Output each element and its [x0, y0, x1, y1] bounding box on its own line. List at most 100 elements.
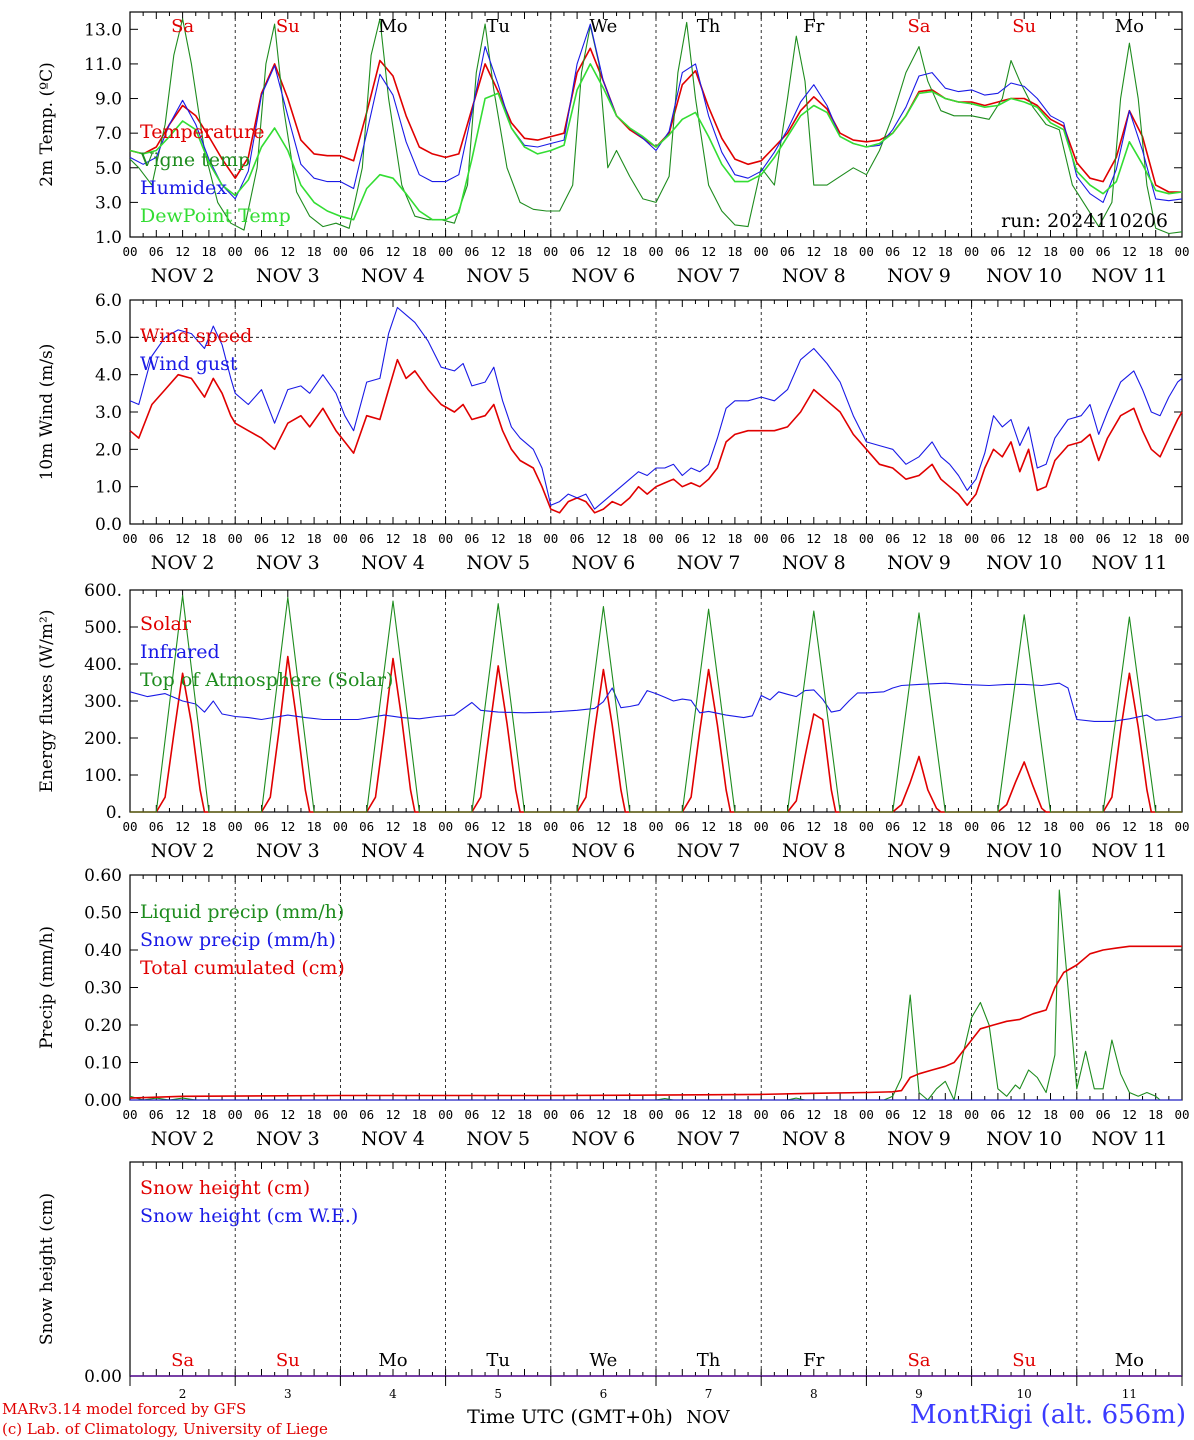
weekday-label: Mo: [378, 1350, 407, 1371]
hour-tick-label: 18: [1148, 1107, 1163, 1122]
hour-tick-label: 18: [412, 1107, 427, 1122]
hour-tick-label: 18: [727, 1107, 742, 1122]
day-number-label: 4: [389, 1387, 397, 1401]
weekday-label: We: [590, 16, 618, 37]
legend-label: Vigne temp: [139, 149, 250, 171]
hour-tick-label: 00: [438, 819, 453, 834]
hour-tick-label: 06: [675, 244, 690, 259]
series-line-vigne-temp: [129, 18, 1183, 235]
hour-tick-label: 18: [412, 244, 427, 259]
date-label: NOV 7: [677, 1128, 741, 1150]
hour-tick-label: 00: [333, 1107, 348, 1122]
hour-tick-label: 00: [1069, 531, 1084, 546]
hour-tick-label: 00: [648, 244, 663, 259]
hour-tick-label: 06: [254, 819, 269, 834]
date-label: NOV 3: [256, 1128, 320, 1150]
date-label: NOV 2: [151, 265, 215, 287]
date-label: NOV 2: [151, 840, 215, 862]
date-label: NOV 7: [677, 552, 741, 574]
date-label: NOV 6: [572, 265, 636, 287]
hour-tick-label: 00: [228, 531, 243, 546]
hour-tick-label: 06: [1096, 244, 1111, 259]
hour-tick-label: 00: [122, 1107, 137, 1122]
hour-tick-label: 18: [1043, 819, 1058, 834]
hour-tick-label: 06: [990, 244, 1005, 259]
weekday-label: Mo: [378, 16, 407, 37]
date-label: NOV 7: [677, 840, 741, 862]
day-number-label: 8: [810, 1387, 818, 1401]
weekday-label: We: [590, 1350, 618, 1371]
legend-label: Snow height (cm W.E.): [140, 1205, 358, 1227]
date-label: NOV 5: [466, 840, 530, 862]
legend-label: Liquid precip (mm/h): [140, 901, 344, 923]
hour-tick-label: 00: [859, 1107, 874, 1122]
hour-tick-label: 06: [570, 1107, 585, 1122]
hour-tick-label: 18: [833, 1107, 848, 1122]
hour-tick-label: 18: [517, 244, 532, 259]
series-line-humidex: [129, 23, 1183, 203]
hour-tick-label: 12: [1017, 531, 1032, 546]
date-label: NOV 4: [361, 1128, 425, 1150]
series-line-infrared: [129, 682, 1183, 722]
hour-tick-label: 12: [596, 819, 611, 834]
x-axis-month: NOV: [686, 1407, 730, 1428]
panel-frame-1: [129, 299, 1183, 525]
y-tick-label: 0.50: [84, 904, 122, 924]
run-label: run: 2024110206: [1001, 210, 1168, 232]
hour-tick-label: 12: [280, 244, 295, 259]
y-axis-label: 10m Wind (m/s): [37, 344, 57, 481]
hour-tick-label: 00: [754, 244, 769, 259]
hour-tick-label: 00: [648, 1107, 663, 1122]
hour-tick-label: 18: [307, 244, 322, 259]
hour-tick-label: 06: [1096, 1107, 1111, 1122]
hour-tick-label: 06: [675, 1107, 690, 1122]
hour-tick-label: 00: [1174, 244, 1189, 259]
hour-tick-label: 12: [701, 1107, 716, 1122]
hour-tick-label: 06: [359, 244, 374, 259]
hour-tick-label: 06: [254, 244, 269, 259]
day-number-label: 6: [600, 1387, 608, 1401]
hour-tick-label: 18: [1043, 244, 1058, 259]
hour-tick-label: 18: [727, 819, 742, 834]
hour-tick-label: 18: [1043, 531, 1058, 546]
hour-tick-label: 00: [964, 1107, 979, 1122]
hour-tick-label: 12: [596, 1107, 611, 1122]
hour-tick-label: 00: [228, 819, 243, 834]
date-label: NOV 2: [151, 552, 215, 574]
model-credit: MARv3.14 model forced by GFS: [2, 1400, 247, 1418]
y-tick-label: 300.: [84, 692, 122, 712]
hour-tick-label: 18: [1043, 1107, 1058, 1122]
y-tick-label: 0.40: [84, 941, 122, 961]
date-label: NOV 10: [986, 1128, 1062, 1150]
date-label: NOV 3: [256, 552, 320, 574]
hour-tick-label: 12: [911, 1107, 926, 1122]
hour-tick-label: 18: [833, 819, 848, 834]
y-axis-label: Energy fluxes (W/m²): [37, 610, 57, 793]
hour-tick-label: 18: [517, 1107, 532, 1122]
weekday-label: Su: [276, 1350, 300, 1371]
hour-tick-label: 12: [596, 531, 611, 546]
y-tick-label: 100.: [84, 766, 122, 786]
legend-label: Wind gust: [140, 353, 238, 375]
hour-tick-label: 06: [885, 244, 900, 259]
hour-tick-label: 06: [570, 531, 585, 546]
hour-tick-label: 06: [464, 1107, 479, 1122]
legend-label: Temperature: [140, 121, 264, 143]
hour-tick-label: 12: [1122, 531, 1137, 546]
weekday-label: Sa: [171, 16, 194, 37]
hour-tick-label: 12: [491, 819, 506, 834]
date-label: NOV 10: [986, 552, 1062, 574]
day-number-label: 3: [284, 1387, 292, 1401]
hour-tick-label: 12: [701, 244, 716, 259]
hour-tick-label: 18: [201, 819, 216, 834]
date-label: NOV 5: [466, 265, 530, 287]
hour-tick-label: 18: [1148, 531, 1163, 546]
hour-tick-label: 18: [1148, 244, 1163, 259]
hour-tick-label: 00: [543, 1107, 558, 1122]
hour-tick-label: 18: [833, 244, 848, 259]
y-tick-label: 3.0: [95, 403, 122, 423]
hour-tick-label: 00: [859, 531, 874, 546]
hour-tick-label: 00: [122, 244, 137, 259]
series-line-dewpoint-temp: [129, 63, 1183, 221]
